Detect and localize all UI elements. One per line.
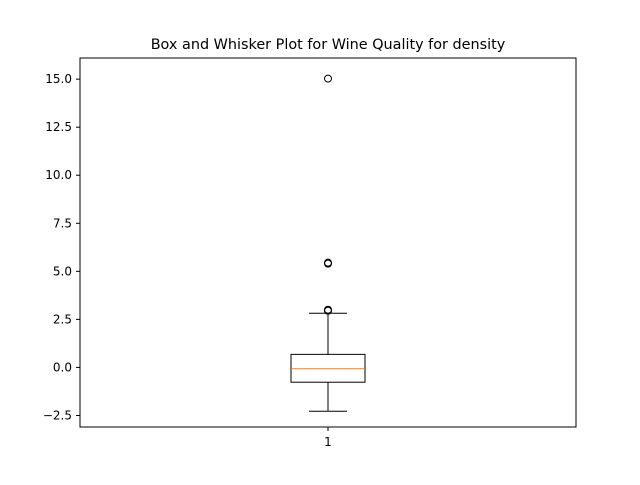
x-tick-label: 1 <box>324 435 332 449</box>
box-plot-group <box>290 74 366 412</box>
x-axis: 1 <box>324 427 332 449</box>
outlier-point <box>324 305 332 314</box>
y-axis: −2.5 0.0 2.5 5.0 7.5 10.0 12.5 15.0 <box>43 72 80 422</box>
y-tick-label: 5.0 <box>53 264 72 278</box>
y-tick-label: 2.5 <box>53 312 72 326</box>
y-tick-label: 10.0 <box>45 168 72 182</box>
outlier-point <box>324 74 332 83</box>
y-tick-label: 15.0 <box>45 72 72 86</box>
y-tick-label: 0.0 <box>53 360 72 374</box>
axes-frame <box>79 57 577 428</box>
y-tick-label: 7.5 <box>53 216 72 230</box>
plot-area <box>290 74 366 412</box>
outlier-point <box>324 258 332 267</box>
chart-title: Box and Whisker Plot for Wine Quality fo… <box>151 37 506 53</box>
y-tick-label: −2.5 <box>43 408 72 422</box>
y-tick-label: 12.5 <box>45 120 72 134</box>
